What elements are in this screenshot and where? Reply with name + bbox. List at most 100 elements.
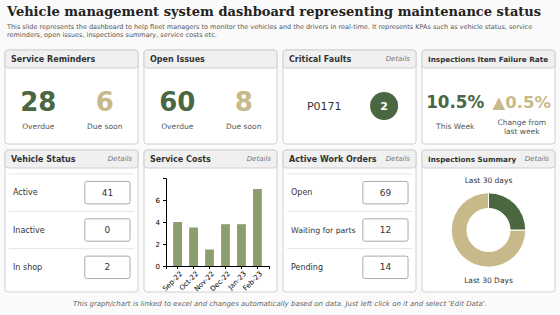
row-separator	[287, 211, 412, 212]
value-box	[85, 181, 130, 203]
row-value: 12	[380, 225, 391, 235]
value-box	[363, 256, 408, 278]
details-link: Details	[108, 155, 133, 163]
bar	[205, 250, 214, 267]
kpi-label: Overdue	[161, 122, 193, 131]
kpi-label: Due soon	[87, 122, 123, 131]
fault-code: P0171	[307, 100, 342, 113]
card-title: Critical Faults	[289, 55, 351, 64]
card-title: Service Reminders	[11, 55, 96, 64]
tick-mark	[163, 200, 166, 201]
card-header	[144, 50, 277, 68]
y-tick: 2	[156, 241, 166, 249]
row-separator	[9, 211, 134, 212]
tick-label: 2	[156, 241, 160, 249]
card: Inspections SummaryDetailsLast 30 daysLa…	[422, 150, 555, 292]
card-background	[5, 50, 138, 144]
card: Inspections Item Failure Rate 10.5% This W…	[422, 50, 555, 144]
x-tick: Feb-23	[242, 266, 265, 292]
card-header	[5, 150, 138, 168]
card-title: Vehicle Status	[11, 155, 76, 164]
tick-mark	[225, 266, 226, 269]
card-background	[422, 50, 555, 144]
card-background	[422, 150, 555, 292]
y-tick: 4	[156, 219, 166, 227]
text-line: Due soon	[226, 122, 262, 131]
value-box	[363, 181, 408, 203]
text-line: Due soon	[87, 122, 123, 131]
text-line: This Week	[435, 122, 475, 131]
card-background	[283, 150, 416, 292]
card: Active Work OrdersDetailsOpen69Waiting f…	[283, 150, 416, 292]
row-value: 41	[102, 188, 113, 198]
row-label: Pending	[291, 263, 323, 272]
kpi-value: 10.5%	[426, 92, 484, 112]
card-background	[283, 50, 416, 144]
card-header	[283, 150, 416, 168]
card-title: Inspections Summary	[428, 155, 516, 164]
value-box	[85, 219, 130, 241]
x-tick: Dec-22	[209, 266, 232, 293]
details-link: Details	[525, 155, 550, 163]
donut-slice	[489, 193, 526, 230]
text-line: Overdue	[161, 122, 193, 131]
bar	[237, 224, 246, 266]
y-axis: 0 2 4 6	[156, 179, 167, 271]
row-label: Waiting for parts	[291, 226, 356, 235]
card-header	[144, 150, 277, 168]
tick-label: 6	[156, 197, 161, 205]
value-box	[363, 219, 408, 241]
tick-label: 0	[156, 263, 160, 271]
text-line: Overdue	[22, 122, 54, 131]
card-header	[283, 50, 416, 68]
row-label: Active	[13, 188, 38, 197]
kpi-label: Change fromlast week	[497, 118, 546, 136]
axis-line	[167, 267, 270, 270]
row-value: 14	[380, 262, 392, 272]
bar	[253, 189, 262, 266]
tick-mark	[163, 266, 166, 267]
tick-mark	[209, 266, 210, 269]
row-separator	[287, 248, 412, 249]
tick-label: Feb-23	[242, 270, 265, 293]
tick-mark	[241, 266, 242, 269]
tick-mark	[177, 266, 178, 269]
text-line: reminders, open issues, inspections summ…	[7, 31, 217, 39]
bar	[221, 224, 230, 266]
kpi-label: This Week	[435, 122, 475, 131]
value-box	[85, 256, 130, 278]
tick-mark	[163, 222, 166, 223]
card-title: Inspections Item Failure Rate	[428, 55, 548, 64]
card-header	[5, 50, 138, 68]
details-link: Details	[247, 155, 272, 163]
y-tick: 0	[156, 263, 166, 271]
kpi-value: 6	[96, 87, 114, 117]
donut-slice	[451, 193, 525, 267]
card-background	[144, 50, 277, 144]
row-separator	[9, 248, 134, 249]
row-value: 69	[380, 188, 392, 198]
title: Vehicle management system dashboard repr…	[6, 4, 541, 19]
donut	[451, 193, 525, 267]
row-value: 0	[105, 225, 111, 235]
tick-mark	[163, 244, 166, 245]
card: Open Issues60Overdue8Due soon	[144, 50, 277, 144]
kpi-value: 60	[159, 87, 195, 117]
card-header	[422, 50, 555, 68]
details-link: Details	[386, 155, 411, 163]
subtitle: This slide represents the dashboard to h…	[6, 23, 532, 39]
card-title: Open Issues	[150, 55, 205, 64]
card: Service CostsDetails0246Sep-22Oct-22Nov-…	[144, 150, 277, 293]
card: Service Reminders 28 Overdue 6 Due soon	[5, 50, 138, 144]
footer: This graph/chart is linked to excel and …	[73, 300, 487, 308]
kpi-label: Due soon	[226, 122, 262, 131]
card: Vehicle StatusDetailsActive41Inactive0In…	[5, 150, 138, 292]
row-separator	[9, 174, 134, 175]
kpi-label: Overdue	[22, 122, 54, 131]
text-line: This slide represents the dashboard to h…	[6, 23, 532, 31]
row-label: Open	[291, 188, 312, 197]
row-label: In shop	[13, 263, 42, 272]
kpi-value: 28	[20, 87, 56, 117]
details-link: Details	[386, 55, 411, 63]
axis-line	[163, 179, 167, 267]
